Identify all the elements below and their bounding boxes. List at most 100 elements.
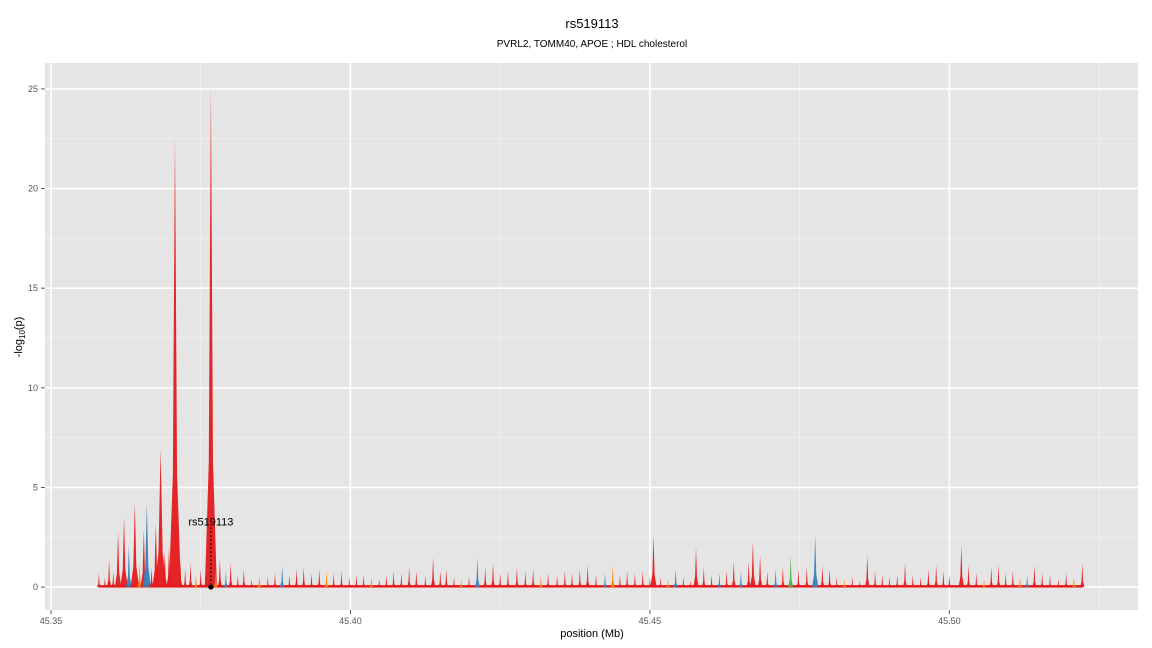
association-peaks	[97, 86, 1085, 588]
peak-red	[911, 575, 915, 588]
peak-red	[228, 563, 233, 588]
peak-red	[498, 573, 502, 588]
peak-red	[750, 541, 756, 588]
y-tick-label: 25	[28, 84, 38, 94]
peak-red	[490, 563, 496, 588]
y-tick-label: 15	[28, 283, 38, 293]
peak-red	[731, 561, 736, 588]
peak-red	[618, 575, 622, 588]
peak-red	[452, 577, 456, 588]
peak-blue	[142, 503, 152, 588]
peak-red	[625, 571, 629, 588]
peak-red	[414, 571, 419, 588]
peak-orange	[1072, 577, 1076, 588]
peak-red	[354, 575, 359, 588]
peak-red	[934, 565, 939, 588]
peak-red	[562, 571, 567, 588]
peak-red	[585, 565, 590, 588]
peak-red	[958, 545, 965, 588]
peak-red	[693, 547, 699, 588]
peak-red	[114, 531, 122, 588]
peak-red	[780, 567, 785, 588]
peak-red	[287, 575, 292, 588]
peak-red	[902, 563, 908, 588]
peak-red	[996, 565, 1001, 588]
peak-red	[570, 573, 574, 588]
peak-red	[241, 569, 246, 588]
x-tick-label: 45.45	[639, 616, 662, 626]
peak-red	[709, 575, 714, 588]
peak-red	[361, 575, 366, 588]
peak-red	[1032, 565, 1037, 588]
peak-red	[640, 571, 645, 588]
peak-red	[130, 503, 140, 588]
lead-snp-label: rs519113	[188, 516, 233, 528]
peak-blue	[126, 545, 132, 588]
peak-red	[1010, 571, 1015, 588]
x-tick-label: 45.50	[938, 616, 961, 626]
peak-red	[796, 569, 801, 588]
peak-green	[788, 555, 794, 588]
peak-red	[384, 575, 389, 588]
peak-red	[873, 571, 877, 588]
peak-red	[546, 573, 550, 588]
peak-red	[880, 575, 884, 588]
peak-red	[514, 567, 519, 588]
baseline-band	[98, 585, 1083, 588]
peak-red	[444, 569, 449, 588]
lead-snp-marker	[208, 527, 214, 590]
peak-orange	[194, 575, 198, 588]
peak-red	[1003, 573, 1008, 588]
peak-red	[681, 577, 686, 588]
y-tick-label: 20	[28, 184, 38, 194]
peak-red	[391, 571, 396, 588]
peak-red	[111, 571, 116, 588]
x-axis-title: position (Mb)	[560, 628, 624, 640]
peak-red	[317, 569, 322, 588]
peak-red	[188, 563, 193, 588]
peak-red	[217, 559, 223, 588]
peak-red	[301, 567, 306, 588]
peak-red	[106, 559, 112, 588]
peak-red	[178, 561, 183, 588]
peak-red	[926, 569, 931, 588]
peak-red	[377, 579, 381, 588]
y-axis-title: -log10(p)	[13, 317, 27, 358]
peak-orange	[539, 575, 543, 588]
peak-red	[250, 579, 254, 588]
peak-red	[430, 557, 436, 588]
peak-orange	[842, 579, 847, 588]
peak-red	[266, 577, 270, 588]
x-axis-ticks: 45.35 45.40 45.45 45.50	[40, 610, 961, 626]
peak-red	[974, 573, 979, 588]
peak-red	[166, 547, 172, 588]
peak-orange	[137, 563, 142, 588]
peak-red	[152, 523, 160, 588]
peak-red	[947, 575, 952, 588]
y-axis-title-tail: (p)	[13, 317, 25, 330]
peak-red	[724, 571, 729, 588]
peak-red	[407, 567, 412, 588]
peak-orange	[213, 571, 218, 588]
peak-red	[1056, 579, 1060, 588]
peak-blue	[224, 571, 228, 588]
peak-red	[804, 567, 809, 588]
y-tick-label: 0	[33, 582, 38, 592]
peak-red	[140, 529, 148, 588]
y-axis-title-subscript: 10	[18, 330, 27, 339]
peak-red	[97, 573, 101, 588]
peak-red	[835, 577, 839, 588]
peak-red	[423, 575, 428, 588]
peak-red	[659, 577, 663, 588]
peak-red	[887, 577, 892, 588]
peak-red	[864, 555, 870, 588]
peak-red	[555, 575, 559, 588]
chart-subtitle: PVRL2, TOMM40, APOE ; HDL cholesterol	[497, 39, 687, 50]
peak-red	[294, 569, 299, 588]
peak-red	[347, 577, 351, 588]
peak-red	[757, 555, 763, 588]
x-tick-label: 45.35	[40, 616, 63, 626]
peak-red	[577, 569, 582, 588]
peak-red	[198, 569, 203, 588]
